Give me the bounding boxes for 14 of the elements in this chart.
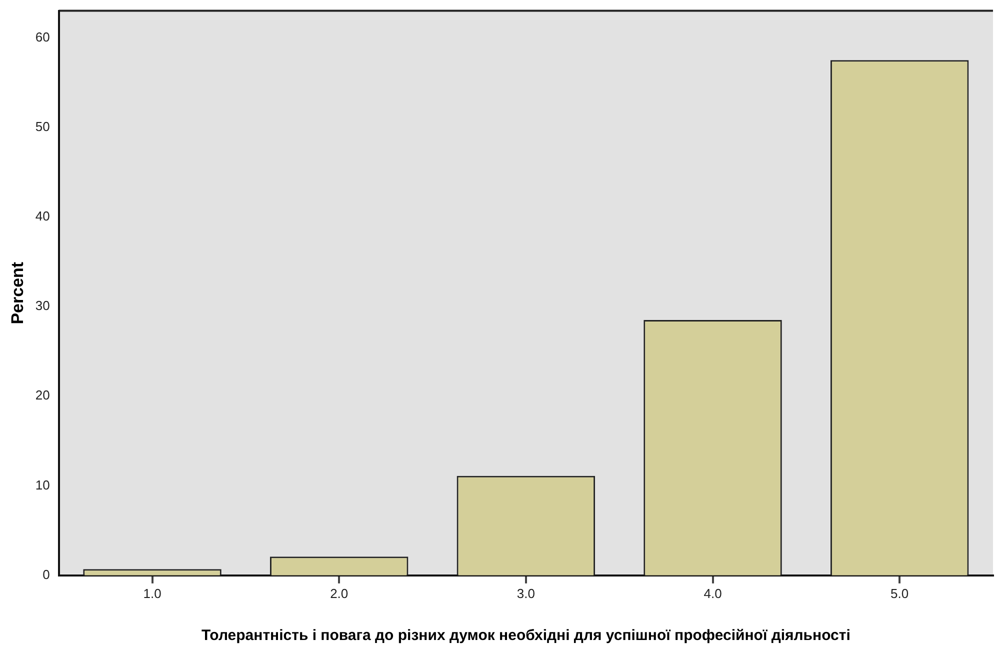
y-tick-label: 30 [35, 298, 50, 314]
x-tick-label: 2.0 [330, 586, 348, 601]
x-tick-label: 5.0 [890, 586, 909, 601]
y-tick-label: 50 [35, 118, 50, 134]
y-tick-label: 10 [35, 477, 50, 492]
y-tick-label: 20 [35, 388, 50, 403]
x-axis-title: Толерантність і повага до різних думок необхідні для успішної професійної діяльності [201, 627, 850, 644]
y-tick-label: 40 [35, 208, 50, 224]
y-tick-label: 60 [35, 29, 50, 44]
y-tick-label: 0 [42, 566, 50, 582]
x-tick-label: 3.0 [516, 586, 535, 601]
x-tick-label: 1.0 [143, 586, 162, 601]
y-axis-title: Percent [8, 262, 27, 324]
x-tick-label: 4.0 [704, 586, 722, 601]
